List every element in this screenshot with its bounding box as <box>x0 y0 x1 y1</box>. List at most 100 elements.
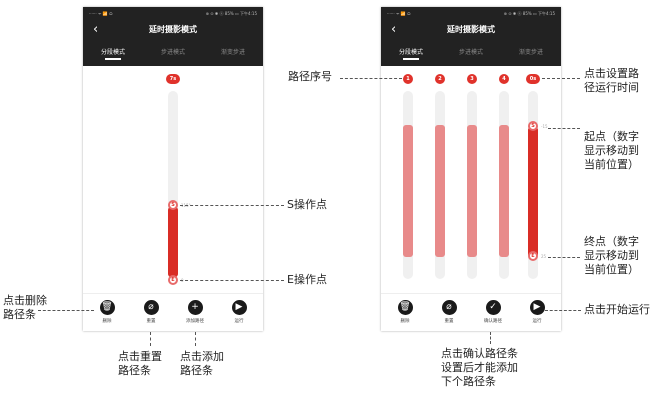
callout-set-time-line-2: 径运行时间 <box>584 81 639 94</box>
callout-set-time-line-1: 点击设置路 <box>584 67 639 80</box>
callout-reset-line-1: 点击重置 <box>118 350 162 363</box>
callout-delete-path: 点击删除 路径条 <box>3 294 47 322</box>
delete-button[interactable]: 🗑 删除 <box>385 300 425 324</box>
callout-add-path: 点击添加 路径条 <box>180 350 224 378</box>
status-right: ⊕ ⊙ ✱ ⓝ 85% ▭ 下午4:15 <box>205 11 257 16</box>
path-number-badge-3: 3 <box>467 74 477 84</box>
callout-confirm-line-3: 下个路径条 <box>441 375 496 388</box>
path-range-fill-2 <box>435 125 445 257</box>
bottom-toolbar: 🗑 删除 ⌀ 重置 + 添加路径 ▶ 运行 <box>83 293 263 331</box>
status-left: ······ ᯤ 📶 ⬭ <box>387 11 411 16</box>
callout-set-time: 点击设置路 径运行时间 <box>584 67 639 95</box>
path-track[interactable] <box>168 91 178 279</box>
leader-confirm <box>490 332 491 344</box>
tab-gradual-step[interactable]: 渐变步进 <box>518 49 543 56</box>
reset-icon: ⌀ <box>441 300 457 315</box>
delete-label: 删除 <box>400 319 410 324</box>
callout-end-line-1: 终点（数字 <box>584 235 639 248</box>
path-range-fill-1 <box>403 125 413 257</box>
leader-reset <box>150 332 151 346</box>
path-number-badge-4: 4 <box>499 74 509 84</box>
back-icon[interactable]: ‹ <box>391 22 397 37</box>
tab-step-mode[interactable]: 步进模式 <box>458 49 483 56</box>
mode-tabs: 分段模式 步进模式 渐变步进 <box>83 46 263 66</box>
end-handle[interactable]: E <box>528 251 538 261</box>
reset-label: 重置 <box>444 319 454 324</box>
path-range-fill-active <box>528 127 538 257</box>
mode-tabs: 分段模式 步进模式 渐变步进 <box>381 46 561 66</box>
callout-add-line-2: 路径条 <box>180 364 213 377</box>
title-row: ‹ 延时摄影模式 <box>83 21 263 41</box>
run-label: 运行 <box>532 319 542 324</box>
add-path-button[interactable]: + 添加路径 <box>175 300 215 324</box>
leader-s-point <box>180 205 284 206</box>
callout-delete-line-2: 路径条 <box>3 308 36 321</box>
phone-right-screen: ······ ᯤ 📶 ⬭ ⊕ ⊙ ✱ ⓝ 85% ▭ 下午4:15 ‹ 延时摄影… <box>381 7 561 331</box>
status-right: ⊕ ⊙ ✱ ⓝ 85% ▭ 下午4:15 <box>503 11 555 16</box>
leader-start-run <box>545 310 581 311</box>
callout-start-point: 起点（数字 显示移动到 当前位置） <box>584 130 639 172</box>
path-number-badge-1: 1 <box>403 74 413 84</box>
end-value: 25 <box>541 254 547 259</box>
bottom-toolbar: 🗑 删除 ⌀ 重置 ✓ 确认路径 ▶ 运行 <box>381 293 561 331</box>
callout-s-point: S操作点 <box>287 198 327 211</box>
leader-set-time <box>542 78 580 79</box>
callout-confirm-path: 点击确认路径条 设置后才能添加 下个路径条 <box>441 347 518 389</box>
callout-confirm-line-2: 设置后才能添加 <box>441 361 518 374</box>
phone-left-screen: ······ ᯤ 📶 ⬭ ⊕ ⊙ ✱ ⓝ 85% ▭ 下午4:15 ‹ 延时摄影… <box>83 7 263 331</box>
check-icon: ✓ <box>485 300 501 315</box>
callout-reset-line-2: 路径条 <box>118 364 151 377</box>
callout-start-run: 点击开始运行 <box>584 303 650 316</box>
callout-delete-line-1: 点击删除 <box>3 294 47 307</box>
callout-e-point: E操作点 <box>287 273 327 286</box>
tab-gradual-step[interactable]: 渐变步进 <box>220 49 245 56</box>
leader-delete <box>38 310 94 311</box>
reset-icon: ⌀ <box>143 300 159 315</box>
callout-end-point: 终点（数字 显示移动到 当前位置） <box>584 235 639 277</box>
tab-segment-mode[interactable]: 分段模式 <box>83 46 143 60</box>
end-handle[interactable]: E <box>168 275 178 285</box>
trash-icon: 🗑 <box>397 300 413 315</box>
reset-button[interactable]: ⌀ 重置 <box>429 300 469 324</box>
app-header: ······ ᯤ 📶 ⬭ ⊕ ⊙ ✱ ⓝ 85% ▭ 下午4:15 ‹ 延时摄影… <box>83 7 263 66</box>
path-time-badge[interactable]: 0s <box>526 74 540 84</box>
start-handle[interactable]: S <box>528 121 538 131</box>
leader-end-point <box>548 257 580 258</box>
run-button[interactable]: ▶ 运行 <box>219 300 259 324</box>
confirm-path-button[interactable]: ✓ 确认路径 <box>473 300 513 324</box>
plus-icon: + <box>187 300 203 315</box>
reset-button[interactable]: ⌀ 重置 <box>131 300 171 324</box>
back-icon[interactable]: ‹ <box>93 22 99 37</box>
run-button[interactable]: ▶ 运行 <box>517 300 557 324</box>
tab-step-mode[interactable]: 步进模式 <box>160 49 185 56</box>
delete-label: 删除 <box>102 319 112 324</box>
callout-confirm-line-1: 点击确认路径条 <box>441 347 518 360</box>
trash-icon: 🗑 <box>99 300 115 315</box>
tab-segment-mode[interactable]: 分段模式 <box>381 46 441 60</box>
callout-add-line-1: 点击添加 <box>180 350 224 363</box>
path-range-fill-3 <box>467 125 477 257</box>
add-path-label: 添加路径 <box>186 319 204 324</box>
callout-start-line-3: 当前位置） <box>584 158 639 171</box>
callout-end-line-2: 显示移动到 <box>584 249 639 262</box>
app-header: ······ ᯤ 📶 ⬭ ⊕ ⊙ ✱ ⓝ 85% ▭ 下午4:15 ‹ 延时摄影… <box>381 7 561 66</box>
page-title: 延时摄影模式 <box>149 25 197 34</box>
status-bar: ······ ᯤ 📶 ⬭ ⊕ ⊙ ✱ ⓝ 85% ▭ 下午4:15 <box>83 7 263 20</box>
title-row: ‹ 延时摄影模式 <box>381 21 561 41</box>
callout-reset-path: 点击重置 路径条 <box>118 350 162 378</box>
play-icon: ▶ <box>231 300 247 315</box>
leader-start-point <box>548 128 580 129</box>
confirm-path-label: 确认路径 <box>484 319 502 324</box>
delete-button[interactable]: 🗑 删除 <box>87 300 127 324</box>
path-range-fill-4 <box>499 125 509 257</box>
leader-e-point <box>180 280 284 281</box>
callout-start-line-1: 起点（数字 <box>584 130 639 143</box>
path-number-badge-2: 2 <box>435 74 445 84</box>
start-handle[interactable]: S <box>168 200 178 210</box>
play-icon: ▶ <box>529 300 545 315</box>
leader-add <box>195 332 196 346</box>
status-left: ······ ᯤ 📶 ⬭ <box>89 11 113 16</box>
path-time-badge[interactable]: 7s <box>166 74 180 84</box>
callout-end-line-3: 当前位置） <box>584 263 639 276</box>
path-range-fill <box>168 207 178 277</box>
